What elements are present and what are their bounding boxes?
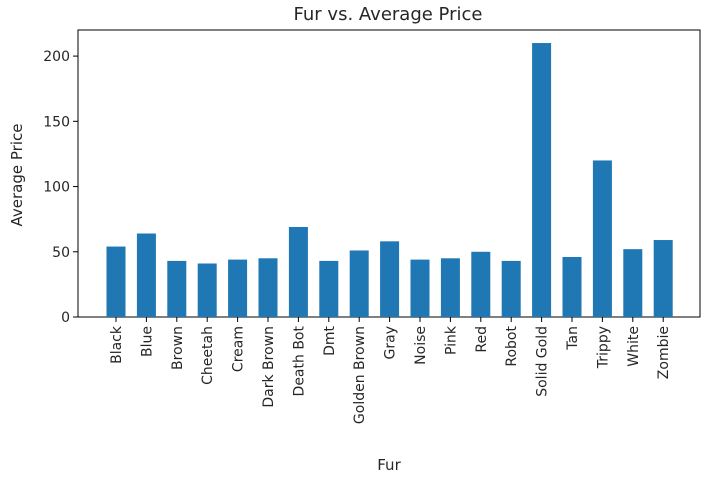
x-tick-label: Black [109,325,125,364]
bar-golden-brown [349,250,369,317]
x-tick-label: Cream [231,326,247,372]
x-tick-label: White [626,326,642,367]
x-tick-label: Zombie [656,326,672,379]
x-tick-label: Death Bot [291,325,307,396]
bar-noise [410,259,430,317]
x-tick-label: Brown [170,326,186,370]
y-tick-label: 100 [43,180,70,196]
x-tick-label: Tan [565,326,581,351]
x-tick-label: Red [474,326,490,353]
bar-solid-gold [532,43,552,317]
chart-title: Fur vs. Average Price [294,4,483,25]
y-tick-label: 50 [52,245,70,261]
x-tick-label: Noise [413,326,429,365]
bars-group [106,43,673,317]
y-tick-label: 150 [43,114,70,130]
y-axis: 0 50 100 150 200 [43,49,78,326]
bar-white [623,249,643,317]
y-tick-label: 0 [61,310,70,326]
bar-dark-brown [258,258,278,317]
bar-cream [228,259,248,317]
y-tick-label: 200 [43,49,70,65]
x-tick-label: Gray [383,326,399,359]
x-axis-label: Fur [377,456,401,474]
x-tick-label: Golden Brown [352,326,368,424]
bar-tan [562,256,582,317]
bar-gray [380,241,400,317]
x-tick-label: Solid Gold [535,326,551,397]
bar-blue [136,233,156,317]
bar-pink [440,258,460,317]
bar-red [471,251,491,317]
x-tick-label: Blue [139,326,155,357]
bar-brown [167,260,187,317]
x-tick-label: Trippy [595,326,611,369]
bar-cheetah [197,263,217,317]
x-tick-label: Dmt [322,326,338,356]
x-axis: Black Blue Brown Cheetah Cream Dark Brown Deat… [109,317,672,424]
bar-death-bot [288,226,308,317]
bar-trippy [592,160,612,317]
x-tick-label: Pink [443,325,459,355]
y-axis-label: Average Price [8,124,26,227]
bar-dmt [319,260,339,317]
x-tick-label: Robot [504,325,520,366]
bar-robot [501,260,521,317]
bar-zombie [653,240,673,317]
bar-black [106,246,126,317]
x-tick-label: Cheetah [200,326,216,385]
x-tick-label: Dark Brown [261,326,277,408]
